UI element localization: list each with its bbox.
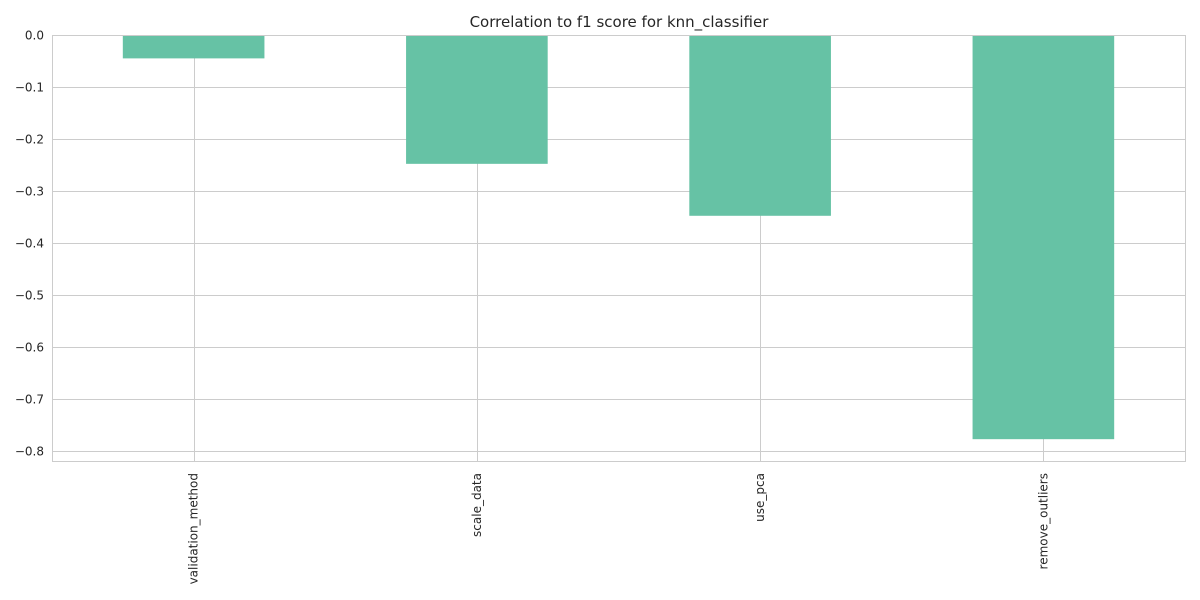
y-tick-label: −0.5 (15, 289, 44, 303)
bar-validation-method (122, 35, 265, 59)
y-tick-label: −0.1 (15, 81, 44, 95)
bar-scale-data (406, 35, 548, 164)
x-tick-label: use_pca (753, 473, 767, 522)
x-tick-label: scale_data (470, 473, 484, 537)
x-tick-label: remove_outliers (1036, 473, 1050, 569)
bars (122, 35, 1115, 440)
y-tick-label: −0.2 (15, 133, 44, 147)
y-tick-label: −0.8 (15, 445, 44, 459)
chart-title: Correlation to f1 score for knn_classifi… (470, 13, 770, 32)
x-tick-label: validation_method (187, 473, 201, 584)
y-tick-label: −0.7 (15, 393, 44, 407)
plot-frame (52, 35, 1186, 462)
y-tick-label: −0.3 (15, 185, 44, 199)
y-axis-ticks: 0.0 −0.1 −0.2 −0.3 −0.4 −0.5 −0.6 −0.7 −0.8 (15, 29, 44, 459)
y-tick-label: 0.0 (25, 29, 44, 43)
bar-use-pca (689, 35, 831, 216)
x-axis-ticks: validation_method scale_data use_pca remove… (187, 473, 1051, 584)
y-tick-label: −0.4 (15, 237, 44, 251)
bar-remove-outliers (972, 35, 1115, 440)
y-tick-label: −0.6 (15, 341, 44, 355)
